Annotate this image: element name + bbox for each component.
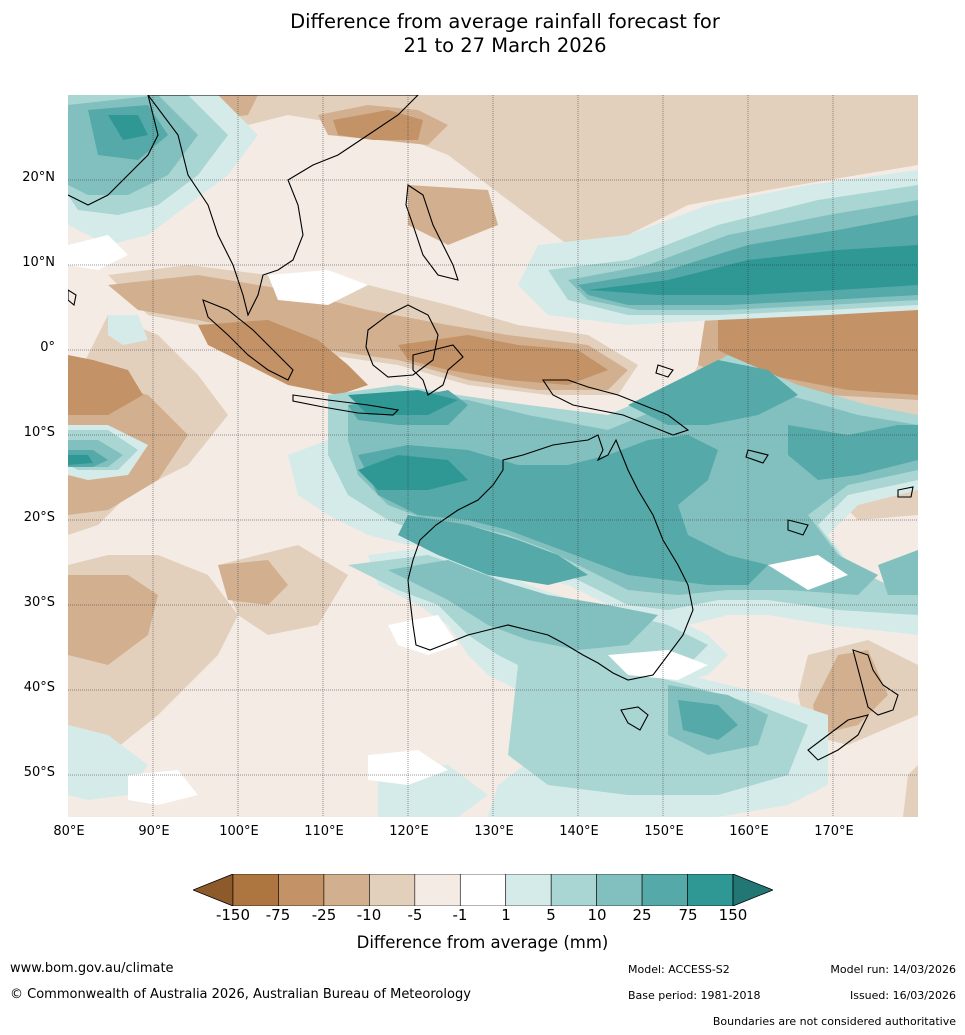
map-canvas xyxy=(68,95,918,817)
footer-url[interactable]: www.bom.gov.au/climate xyxy=(10,961,174,976)
lon-label-170e: 170°E xyxy=(814,824,854,839)
colorbar xyxy=(193,874,773,906)
colorbar-segment xyxy=(687,874,734,906)
colorbar-segment xyxy=(369,874,416,906)
lat-label-30s: 30°S xyxy=(23,595,55,610)
colorbar-tick: -5 xyxy=(407,906,423,924)
lat-label-10n: 10°N xyxy=(22,255,55,270)
colorbar-tick: 10 xyxy=(587,906,607,924)
lat-label-0: 0° xyxy=(40,340,55,355)
lon-label-160e: 160°E xyxy=(729,824,769,839)
footer-base-period: Base period: 1981-2018 xyxy=(628,989,761,1002)
lon-label-150e: 150°E xyxy=(644,824,684,839)
colorbar-segment xyxy=(505,874,552,906)
colorbar-segment xyxy=(596,874,643,906)
footer-disclaimer: Boundaries are not considered authoritat… xyxy=(712,1015,956,1028)
colorbar-tick: 5 xyxy=(546,906,556,924)
colorbar-segment xyxy=(414,874,461,906)
colorbar-segment xyxy=(550,874,597,906)
footer-copyright: © Commonwealth of Australia 2026, Austra… xyxy=(10,987,471,1002)
colorbar-extend-low xyxy=(193,874,234,906)
title-line-1: Difference from average rainfall forecas… xyxy=(290,10,720,33)
lat-label-40s: 40°S xyxy=(23,680,55,695)
footer-issued: Issued: 16/03/2026 xyxy=(849,989,956,1002)
anomaly-near-zero xyxy=(68,235,848,805)
colorbar-tick: -150 xyxy=(215,906,251,924)
colorbar-tick: 150 xyxy=(718,906,748,924)
colorbar-label: Difference from average (mm) xyxy=(356,933,609,952)
rainfall-anomaly-map xyxy=(68,95,918,817)
colorbar-tick: 75 xyxy=(678,906,698,924)
lon-label-140e: 140°E xyxy=(559,824,599,839)
lat-label-20s: 20°S xyxy=(23,510,55,525)
colorbar-segment xyxy=(278,874,325,906)
colorbar-extend-high xyxy=(732,874,773,906)
colorbar-segment xyxy=(232,874,279,906)
lon-label-100e: 100°E xyxy=(219,824,259,839)
lon-label-90e: 90°E xyxy=(138,824,170,839)
colorbar-segment xyxy=(323,874,370,906)
colorbar-tick: -1 xyxy=(452,906,468,924)
footer-model: Model: ACCESS-S2 xyxy=(628,963,730,976)
colorbar-tick: 1 xyxy=(501,906,511,924)
anomaly-wet-extreme xyxy=(68,115,918,490)
colorbar-segments xyxy=(232,874,734,906)
lon-label-110e: 110°E xyxy=(304,824,344,839)
lon-label-80e: 80°E xyxy=(53,824,85,839)
colorbar-segment xyxy=(641,874,688,906)
graticule xyxy=(68,95,918,817)
coastlines xyxy=(68,95,914,761)
lat-label-20n: 20°N xyxy=(22,170,55,185)
lat-label-50s: 50°S xyxy=(23,765,55,780)
footer-model-run: Model run: 14/03/2026 xyxy=(830,963,956,976)
colorbar-tick: -10 xyxy=(356,906,382,924)
lon-label-130e: 130°E xyxy=(474,824,514,839)
lon-label-120e: 120°E xyxy=(389,824,429,839)
lat-label-10s: 10°S xyxy=(23,425,55,440)
colorbar-tick: -75 xyxy=(265,906,291,924)
colorbar-tick: 25 xyxy=(632,906,652,924)
colorbar-segment xyxy=(459,874,507,906)
title-line-2: 21 to 27 March 2026 xyxy=(403,34,607,57)
colorbar-tick: -25 xyxy=(311,906,337,924)
map-title: Difference from average rainfall forecas… xyxy=(0,10,965,58)
